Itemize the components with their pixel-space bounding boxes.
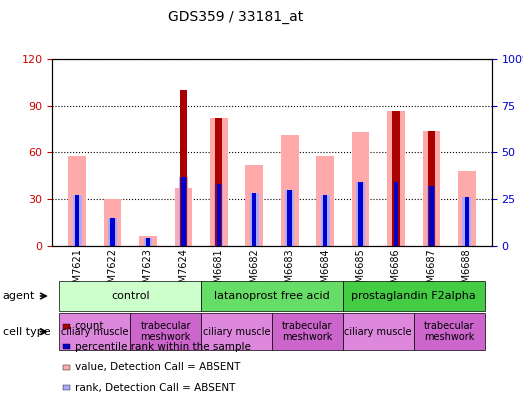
Bar xyxy=(104,199,121,246)
Bar xyxy=(179,177,188,246)
Bar xyxy=(462,197,471,246)
Bar xyxy=(210,118,228,246)
Text: trabecular
meshwork: trabecular meshwork xyxy=(140,321,191,343)
Bar xyxy=(428,131,435,246)
Text: trabecular
meshwork: trabecular meshwork xyxy=(282,321,333,343)
Bar xyxy=(110,218,115,246)
Text: trabecular
meshwork: trabecular meshwork xyxy=(424,321,474,343)
Bar xyxy=(427,186,436,246)
Bar xyxy=(180,90,187,246)
Text: latanoprost free acid: latanoprost free acid xyxy=(214,291,330,301)
Text: ciliary muscle: ciliary muscle xyxy=(203,327,270,337)
Bar xyxy=(250,193,259,246)
Bar xyxy=(215,118,222,246)
Bar xyxy=(214,184,223,246)
Bar xyxy=(217,184,221,246)
Bar xyxy=(458,171,476,246)
Bar xyxy=(316,156,334,246)
Text: GDS359 / 33181_at: GDS359 / 33181_at xyxy=(168,10,303,24)
Bar xyxy=(321,195,329,246)
Text: ciliary muscle: ciliary muscle xyxy=(345,327,412,337)
Bar xyxy=(323,195,327,246)
Bar xyxy=(464,197,469,246)
Bar xyxy=(175,188,192,246)
Bar xyxy=(252,193,256,246)
Bar xyxy=(429,186,434,246)
Bar xyxy=(139,236,157,246)
Text: value, Detection Call = ABSENT: value, Detection Call = ABSENT xyxy=(75,362,240,373)
Text: cell type: cell type xyxy=(3,327,50,337)
Bar xyxy=(245,165,263,246)
Bar xyxy=(75,195,79,246)
Bar xyxy=(181,177,186,246)
Bar xyxy=(392,110,400,246)
Text: prostaglandin F2alpha: prostaglandin F2alpha xyxy=(351,291,476,301)
Bar xyxy=(146,238,150,246)
Bar xyxy=(143,238,152,246)
Bar xyxy=(73,195,82,246)
Bar xyxy=(392,182,401,246)
Bar xyxy=(356,182,365,246)
Bar xyxy=(288,190,292,246)
Bar xyxy=(108,218,117,246)
Text: ciliary muscle: ciliary muscle xyxy=(61,327,129,337)
Bar xyxy=(285,190,294,246)
Text: percentile rank within the sample: percentile rank within the sample xyxy=(75,342,251,352)
Text: control: control xyxy=(111,291,150,301)
Bar xyxy=(387,110,405,246)
Text: rank, Detection Call = ABSENT: rank, Detection Call = ABSENT xyxy=(75,383,235,393)
Bar xyxy=(68,156,86,246)
Text: count: count xyxy=(75,321,104,331)
Bar xyxy=(358,182,363,246)
Bar xyxy=(394,182,398,246)
Bar xyxy=(351,132,369,246)
Bar xyxy=(423,131,440,246)
Bar xyxy=(281,135,299,246)
Text: agent: agent xyxy=(3,291,35,301)
